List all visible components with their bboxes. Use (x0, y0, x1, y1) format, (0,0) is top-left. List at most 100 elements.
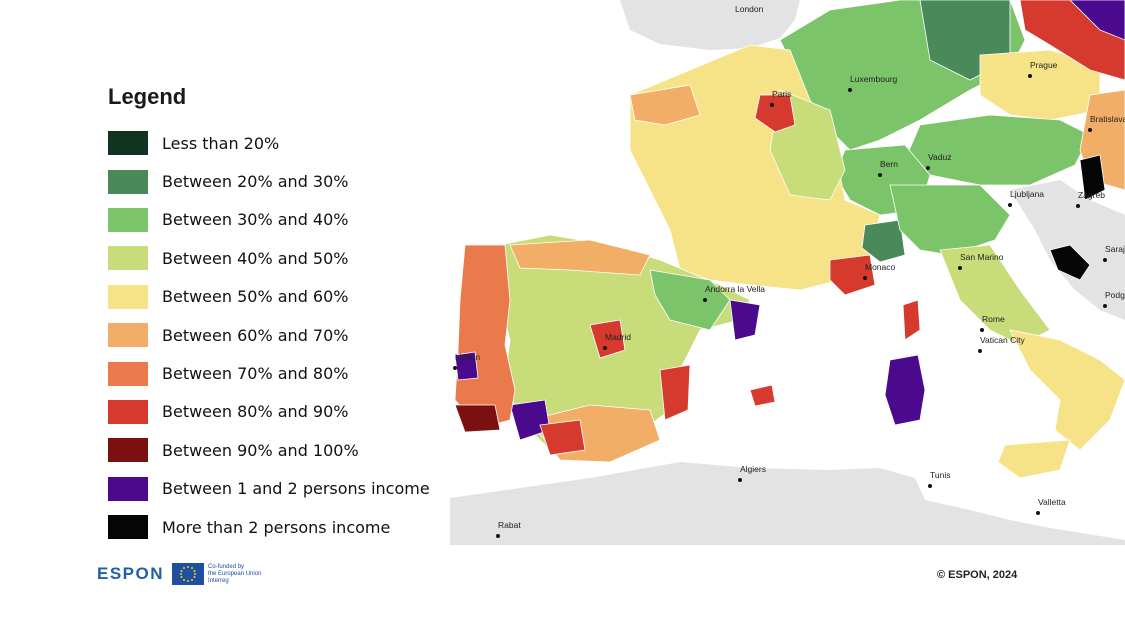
legend-swatch (108, 438, 148, 463)
city-dot (978, 349, 982, 353)
copyright-text: © ESPON, 2024 (937, 569, 1018, 581)
city-label: London (735, 4, 764, 14)
city-label: Andorra la Vella (705, 284, 765, 294)
city-label: Valletta (1038, 497, 1066, 507)
map-regions (454, 0, 1125, 479)
legend-item: Between 90% and 100% (108, 431, 448, 469)
city-dot (738, 478, 742, 482)
city-marker: Bratislava (1088, 114, 1125, 132)
espon-logo: ESPON (97, 564, 165, 583)
legend-label: Between 90% and 100% (162, 440, 359, 460)
region-madrid (589, 319, 626, 359)
eu-funding-text: Co-funded by the European Union Interreg (208, 564, 288, 585)
city-dot (1076, 204, 1080, 208)
city-label: Luxembourg (850, 74, 898, 84)
legend-item: Between 40% and 50% (108, 239, 448, 277)
legend-title: Legend (108, 84, 187, 109)
legend-label: Less than 20% (162, 133, 280, 153)
legend-item: Between 30% and 40% (108, 201, 448, 239)
region-marseille (829, 254, 876, 296)
legend-swatch (108, 399, 148, 424)
city-dot (863, 276, 867, 280)
region-brittany (629, 84, 701, 126)
city-dot (926, 166, 930, 170)
north-africa-land (450, 462, 1125, 545)
city-label: Vaduz (928, 152, 951, 162)
city-marker: Rabat (496, 520, 521, 538)
region-italy-south (1009, 329, 1125, 451)
eu-flag-icon (172, 563, 205, 585)
eu-line-1: Co-funded by (208, 563, 245, 570)
city-label: Madrid (605, 332, 631, 342)
legend-label: Between 50% and 60% (162, 287, 349, 307)
city-marker: Vaduz (926, 152, 951, 170)
city-marker: Luxembourg (848, 74, 898, 92)
legend-items: Less than 20% Between 20% and 30% Between … (108, 124, 448, 546)
city-marker: Sarajevo (1103, 244, 1125, 262)
choropleth-map: London Paris Luxembourg Prague Bratislava Ber… (450, 0, 1125, 545)
city-dot (1036, 511, 1040, 515)
city-marker: Algiers (738, 464, 766, 482)
city-label: Sarajevo (1105, 244, 1125, 254)
region-bosnia-black (1049, 244, 1091, 281)
city-dot (603, 346, 607, 350)
legend-item: Between 70% and 80% (108, 354, 448, 392)
city-dot (1088, 128, 1092, 132)
city-dot (928, 484, 932, 488)
city-label: Monaco (865, 262, 896, 272)
city-marker: Paris (770, 89, 791, 107)
legend-item: More than 2 persons income (108, 508, 448, 546)
map-legend: Legend Less than 20% Between 20% and 30% B… (108, 84, 448, 546)
city-label: Prague (1030, 60, 1058, 70)
legend-swatch (108, 169, 148, 194)
city-dot (770, 103, 774, 107)
city-marker: Vatican City (978, 335, 1025, 353)
city-label: Zagreb (1078, 190, 1105, 200)
region-sardinia (884, 354, 926, 426)
region-valencia (659, 364, 691, 421)
region-poland-purple (1069, 0, 1125, 41)
legend-label: More than 2 persons income (162, 517, 391, 537)
legend-swatch (108, 361, 148, 386)
city-marker: Prague (1028, 60, 1058, 78)
city-marker: Zagreb (1076, 190, 1105, 208)
city-dot (703, 298, 707, 302)
city-label: Algiers (740, 464, 766, 474)
city-marker: Rome (980, 314, 1005, 332)
city-label: Rabat (498, 520, 521, 530)
city-marker: Bern (878, 159, 898, 177)
region-paris (754, 94, 796, 133)
legend-label: Between 70% and 80% (162, 364, 349, 384)
city-dot (453, 366, 457, 370)
legend-label: Between 40% and 50% (162, 248, 349, 268)
england-land (620, 0, 800, 50)
legend-item: Between 50% and 60% (108, 278, 448, 316)
city-label: Lisbon (455, 352, 480, 362)
region-spain-north (509, 239, 651, 276)
city-marker: Podgorica (1103, 290, 1125, 308)
city-label: Tunis (930, 470, 950, 480)
city-label: Podgorica (1105, 290, 1125, 300)
region-alps-green (861, 219, 906, 263)
region-corsica (902, 299, 921, 341)
legend-swatch (108, 131, 148, 156)
city-marker: London (735, 4, 764, 14)
legend-swatch (108, 207, 148, 232)
eu-line-3: Interreg (208, 577, 229, 584)
legend-label: Between 60% and 70% (162, 325, 349, 345)
legend-swatch (108, 515, 148, 540)
region-balearic (749, 384, 776, 407)
city-dot (848, 88, 852, 92)
region-algarve (454, 404, 501, 433)
city-label: Ljubljana (1010, 189, 1044, 199)
region-catalonia (729, 299, 761, 341)
legend-item: Less than 20% (108, 124, 448, 162)
city-dot (1028, 74, 1032, 78)
city-label: Rome (982, 314, 1005, 324)
city-dot (496, 534, 500, 538)
city-label: San Marino (960, 252, 1004, 262)
legend-swatch (108, 323, 148, 348)
legend-label: Between 20% and 30% (162, 172, 349, 192)
city-marker: San Marino (958, 252, 1004, 270)
legend-item: Between 60% and 70% (108, 316, 448, 354)
